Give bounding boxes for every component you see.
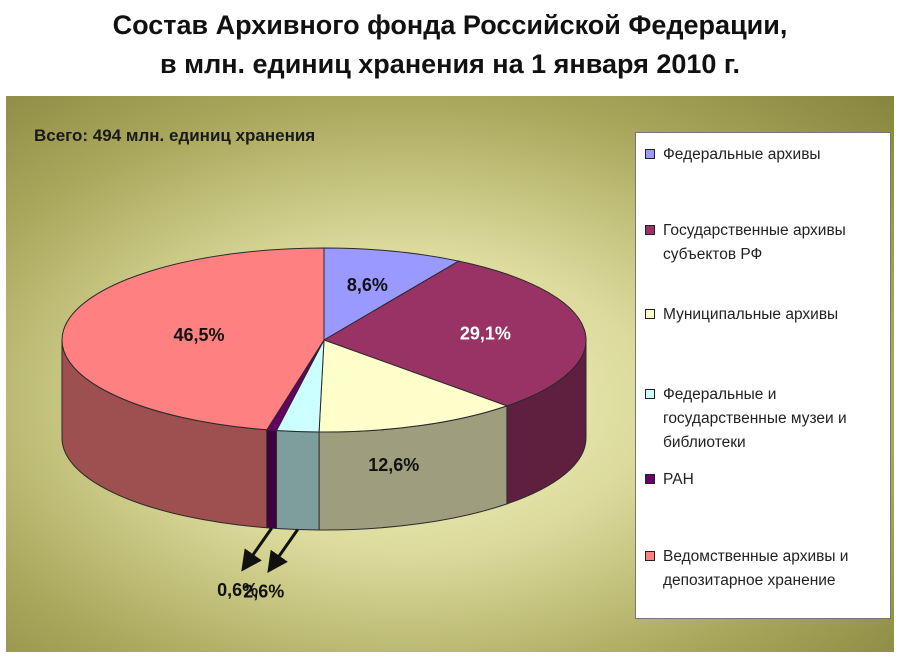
pie-label-6: 46,5% xyxy=(173,325,224,345)
legend-swatch-4 xyxy=(645,389,655,399)
legend-swatch-5 xyxy=(645,474,655,484)
legend-swatch-1 xyxy=(645,149,655,159)
chart-title-line-2: в млн. единиц хранения на 1 января 2010 … xyxy=(160,49,740,79)
legend-swatch-2 xyxy=(645,225,655,235)
pie-label-3: 12,6% xyxy=(368,455,419,475)
legend-item-2: Государственные архивы субъектов РФ xyxy=(645,219,885,267)
legend-item-5: РАН xyxy=(645,468,885,492)
legend-swatch-6 xyxy=(645,551,655,561)
legend-item-4: Федеральные и государственные музеи и библ… xyxy=(645,383,885,455)
pie-label-2: 29,1% xyxy=(460,323,511,343)
chart-title-line-1: Состав Архивного фонда Российской Федера… xyxy=(112,10,788,40)
pie-label-4: 2,6% xyxy=(243,582,284,602)
chart-subtitle-total: Всего: 494 млн. единиц хранения xyxy=(34,126,316,145)
pie-slice-1 xyxy=(323,247,461,341)
pie-label-1: 8,6% xyxy=(347,275,388,295)
legend: Федеральные архивы Государственные архивы… xyxy=(635,132,891,619)
pie-chart: 8,6% 29,1% 12,6% 2,6%0,6% 46,5% xyxy=(61,247,587,602)
legend-text-6-1: Ведомственные архивы и xyxy=(663,548,849,565)
legend-text-1-1: Федеральные архивы xyxy=(663,146,821,163)
pie-slice-3 xyxy=(318,339,509,433)
pie-labels: 8,6% 29,1% 12,6% 2,6%0,6% 46,5% xyxy=(173,275,510,602)
legend-text-5-1: РАН xyxy=(663,471,694,488)
legend-text-4-2: государственные музеи и xyxy=(663,410,847,427)
pie-arrow-5 xyxy=(241,527,273,572)
pie-label-5: 0,6% xyxy=(217,580,258,600)
legend-item-3: Муниципальные архивы xyxy=(645,303,885,327)
pie-slice-6 xyxy=(61,247,325,431)
chart-title: Состав Архивного фонда Российской Федера… xyxy=(0,6,900,84)
legend-text-2-1: Государственные архивы xyxy=(663,222,846,239)
pie-arrow-4 xyxy=(267,528,299,573)
legend-item-1: Федеральные архивы xyxy=(645,143,885,167)
pie-side-4 xyxy=(276,429,320,531)
legend-text-4-3: библиотеки xyxy=(663,434,746,451)
legend-swatch-3 xyxy=(645,309,655,319)
legend-text-6-2: депозитарное хранение xyxy=(663,572,836,589)
legend-text-2-2: субъектов РФ xyxy=(663,246,763,263)
legend-text-4-1: Федеральные и xyxy=(663,386,777,403)
legend-text-3-1: Муниципальные архивы xyxy=(663,306,839,323)
legend-item-6: Ведомственные архивы и депозитарное хране… xyxy=(645,545,885,593)
pie-tops xyxy=(61,247,587,433)
pie-slice-2 xyxy=(322,260,587,407)
pie-side-5 xyxy=(266,429,278,530)
chart-panel: Всего: 494 млн. единиц хранения 8,6% 29,1… xyxy=(6,96,894,652)
